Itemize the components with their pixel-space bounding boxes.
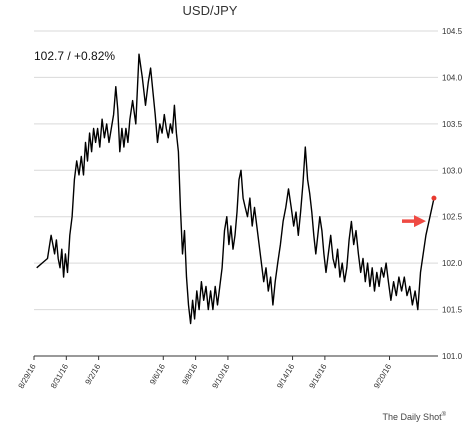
x-tick-label: 9/20/16 xyxy=(372,362,393,390)
source-credit: The Daily Shot® xyxy=(383,411,447,422)
chart-annotation: 102.7 / +0.82% xyxy=(34,49,115,63)
last-value-marker xyxy=(431,195,437,201)
x-tick-label: 8/31/16 xyxy=(49,362,70,390)
y-tick-label: 103.5 xyxy=(442,120,463,129)
arrow-icon xyxy=(402,215,426,228)
source-mark: ® xyxy=(442,411,447,418)
source-text: The Daily Shot xyxy=(383,412,443,422)
y-tick-label: 101.0 xyxy=(442,352,463,361)
x-tick-label: 8/29/16 xyxy=(17,362,38,390)
x-tick-label: 9/16/16 xyxy=(307,362,328,390)
x-tick-label: 9/10/16 xyxy=(211,362,232,390)
x-tick-label: 9/8/16 xyxy=(180,362,199,386)
y-tick-label: 104.5 xyxy=(442,27,463,36)
y-axis-labels: 101.0 101.5 102.0 102.5 103.0 103.5 104.0 104.5 xyxy=(442,27,463,361)
y-tick-label: 104.0 xyxy=(442,73,463,82)
chart-title: USD/JPY xyxy=(183,3,238,18)
x-tick-label: 9/2/16 xyxy=(83,362,102,386)
x-tick-label: 9/14/16 xyxy=(275,362,296,390)
x-axis: 8/29/16 8/31/16 9/2/16 9/6/16 9/8/16 9/10/16 9… xyxy=(17,355,438,390)
y-tick-label: 101.5 xyxy=(442,306,463,315)
y-tick-label: 102.5 xyxy=(442,213,463,222)
x-tick-label: 9/6/16 xyxy=(148,362,167,386)
series-layer xyxy=(36,53,437,325)
y-tick-label: 102.0 xyxy=(442,259,463,268)
gridlines xyxy=(34,30,438,311)
arrow-head xyxy=(414,215,426,228)
price-line xyxy=(36,53,435,325)
y-tick-label: 103.0 xyxy=(442,166,463,175)
